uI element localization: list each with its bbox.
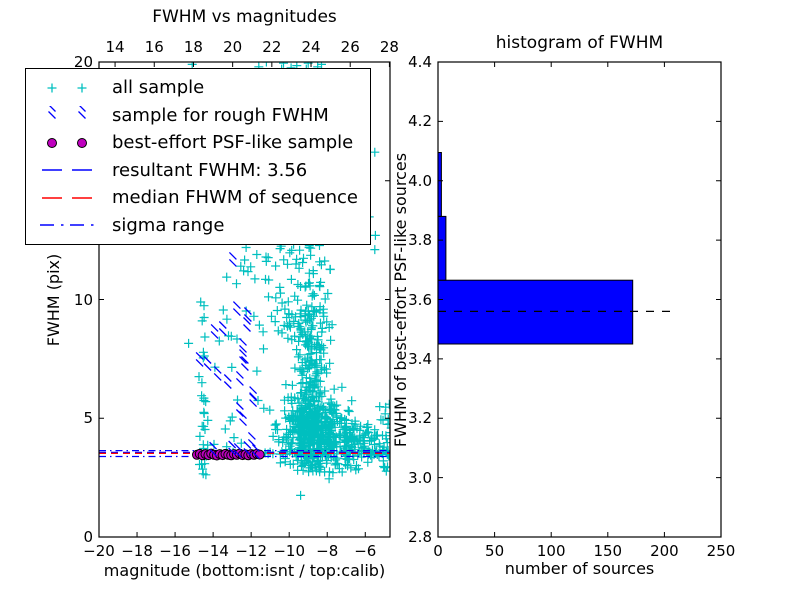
legend-label: sample for rough FWHM xyxy=(112,104,329,126)
left-plot-ytick: 10 xyxy=(73,290,93,309)
blue-x-marker-icon xyxy=(48,106,86,120)
right-plot-ytick: 2.8 xyxy=(408,528,432,546)
left-plot-ytick: 5 xyxy=(83,409,93,428)
right-plot-xtick: 50 xyxy=(485,542,505,560)
red-dashed-line-icon xyxy=(42,196,92,199)
right-plot-ytick: 4.2 xyxy=(408,112,432,131)
legend-label: all sample xyxy=(112,77,205,99)
left-plot-ytick: 20 xyxy=(73,53,93,71)
left-plot-data-layer xyxy=(99,62,390,500)
right-plot-ytick: 3.0 xyxy=(408,468,432,487)
left-plot-xtick-bottom: −16 xyxy=(159,542,191,560)
left-plot-xtick-top: 28 xyxy=(379,38,399,56)
plot-legend: all sample sample for rough FWHM best-ef… xyxy=(25,68,371,245)
legend-item-psf-sample: best-effort PSF-like sample xyxy=(26,129,370,157)
left-plot-title: FWHM vs magnitudes xyxy=(152,7,337,27)
magenta-circle-marker-icon xyxy=(47,137,87,148)
right-plot-ylabel: FWHM of best-effort PSF-like sources xyxy=(391,152,410,448)
legend-item-rough-fwhm: sample for rough FWHM xyxy=(26,102,370,130)
left-plot-xtick-top: 26 xyxy=(340,38,360,56)
legend-item-median-fhwm: median FHWM of sequence xyxy=(26,184,370,212)
legend-label: best-effort PSF-like sample xyxy=(112,132,354,154)
left-plot-xtick-top: 16 xyxy=(144,38,164,56)
left-plot-xtick-bottom: −14 xyxy=(197,542,229,560)
left-plot-xtick-bottom: −6 xyxy=(354,542,377,560)
left-plot-xtick-top: 24 xyxy=(301,38,321,56)
right-plot-xtick: 100 xyxy=(536,542,566,560)
legend-item-all-sample: all sample xyxy=(26,74,370,102)
left-plot-xtick-top: 14 xyxy=(105,38,125,56)
right-plot-title: histogram of FWHM xyxy=(495,33,664,53)
cyan-plus-marker-icon xyxy=(47,83,87,93)
right-plot-ytick: 4.0 xyxy=(408,171,432,190)
right-plot-xtick: 250 xyxy=(706,542,736,560)
left-plot-xtick-bottom: −12 xyxy=(235,542,267,560)
legend-label: median FHWM of sequence xyxy=(112,187,358,209)
left-plot-xtick-bottom: −10 xyxy=(273,542,306,560)
left-plot-xtick-bottom: −18 xyxy=(121,542,153,560)
left-plot-xtick-top: 22 xyxy=(262,38,282,56)
legend-item-resultant-fwhm: resultant FWHM: 3.56 xyxy=(26,157,370,185)
blue-dashdot-line-icon xyxy=(40,224,94,227)
right-plot-ytick: 3.2 xyxy=(408,409,432,428)
legend-label: sigma range xyxy=(112,214,225,236)
right-plot-xtick: 0 xyxy=(433,542,443,560)
blue-dashed-line-icon xyxy=(42,169,92,172)
left-plot-xlabel: magnitude (bottom:isnt / top:calib) xyxy=(103,561,386,580)
legend-label: resultant FWHM: 3.56 xyxy=(112,159,308,181)
right-plot-xlabel: number of sources xyxy=(504,559,655,578)
right-plot-ytick: 3.8 xyxy=(408,231,432,250)
right-plot-xtick: 150 xyxy=(593,542,623,560)
left-plot-xtick-top: 20 xyxy=(223,38,243,56)
left-plot-xtick-bottom: −8 xyxy=(316,542,339,560)
right-plot-xtick: 200 xyxy=(650,542,679,560)
right-plot-ytick: 3.6 xyxy=(408,290,432,309)
left-plot-xtick-top: 18 xyxy=(183,38,203,56)
legend-item-sigma-range: sigma range xyxy=(26,212,370,240)
right-plot-ytick: 4.4 xyxy=(408,53,432,71)
right-plot-ytick: 3.4 xyxy=(408,349,432,368)
left-plot-xtick-bottom: −20 xyxy=(83,542,115,560)
left-plot-ytick: 0 xyxy=(83,528,93,546)
